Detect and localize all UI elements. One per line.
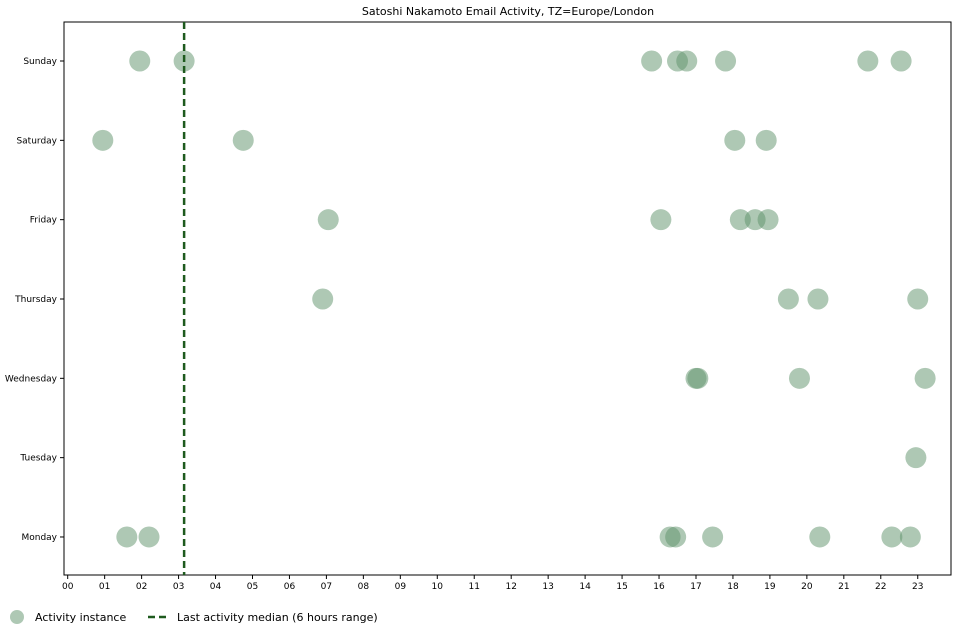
x-tick-label: 09 <box>395 582 407 592</box>
activity-point <box>807 288 829 310</box>
x-tick-label: 05 <box>247 582 258 592</box>
x-tick-label: 21 <box>838 582 849 592</box>
activity-point <box>755 129 777 151</box>
legend: Activity instance Last activity median (… <box>10 610 378 624</box>
x-tick-label: 02 <box>136 582 147 592</box>
y-tick-label: Wednesday <box>5 374 58 384</box>
activity-point <box>788 367 810 389</box>
activity-point <box>138 526 160 548</box>
x-tick-label: 12 <box>505 582 516 592</box>
x-tick-label: 01 <box>99 582 110 592</box>
x-tick-label: 23 <box>912 582 923 592</box>
activity-point <box>890 50 912 72</box>
x-tick-label: 15 <box>616 582 627 592</box>
activity-point <box>899 526 921 548</box>
activity-point <box>650 209 672 231</box>
legend-marker-activity <box>10 610 24 624</box>
x-tick-label: 22 <box>875 582 886 592</box>
activity-point <box>729 209 751 231</box>
activity-point <box>724 129 746 151</box>
y-tick-label: Tuesday <box>19 454 57 464</box>
activity-point <box>777 288 799 310</box>
y-tick-label: Friday <box>30 216 58 226</box>
x-tick-label: 11 <box>469 582 480 592</box>
y-tick-label: Thursday <box>14 295 58 305</box>
y-axis: Monday Tuesday Wednesday Thursday Friday Satu… <box>5 57 64 543</box>
y-tick-label: Sunday <box>23 57 57 67</box>
x-tick-label: 06 <box>284 582 296 592</box>
activity-point <box>676 50 698 72</box>
activity-point <box>687 367 709 389</box>
x-tick-label: 20 <box>801 582 813 592</box>
chart-title: Satoshi Nakamoto Email Activity, TZ=Euro… <box>362 5 654 18</box>
x-tick-label: 14 <box>579 582 591 592</box>
y-tick-label: Saturday <box>16 136 57 146</box>
activity-point <box>92 129 114 151</box>
x-tick-label: 16 <box>653 582 665 592</box>
x-axis: 00 01 02 03 04 05 06 07 08 09 10 11 12 13 14 15 16 17 18 19… <box>62 575 923 592</box>
x-tick-label: 08 <box>358 582 370 592</box>
x-tick-label: 00 <box>62 582 74 592</box>
activity-point <box>312 288 334 310</box>
x-tick-label: 19 <box>764 582 776 592</box>
activity-point <box>914 367 936 389</box>
activity-point <box>116 526 138 548</box>
activity-point <box>905 447 927 469</box>
legend-label-median: Last activity median (6 hours range) <box>177 611 378 624</box>
activity-point <box>715 50 737 72</box>
x-tick-label: 10 <box>432 582 444 592</box>
x-tick-label: 07 <box>321 582 332 592</box>
activity-point <box>907 288 929 310</box>
x-tick-label: 17 <box>690 582 701 592</box>
x-tick-label: 03 <box>173 582 184 592</box>
x-tick-label: 18 <box>727 582 739 592</box>
activity-point <box>857 50 879 72</box>
activity-point <box>129 50 151 72</box>
activity-point <box>881 526 903 548</box>
activity-point <box>641 50 663 72</box>
scatter-points <box>92 50 936 548</box>
legend-label-activity: Activity instance <box>35 611 126 624</box>
x-tick-label: 13 <box>542 582 553 592</box>
y-tick-label: Monday <box>21 533 57 543</box>
activity-point <box>232 129 254 151</box>
activity-point <box>809 526 831 548</box>
activity-point <box>317 209 339 231</box>
activity-point <box>702 526 724 548</box>
activity-point <box>665 526 687 548</box>
activity-point <box>757 209 779 231</box>
x-tick-label: 04 <box>210 582 222 592</box>
